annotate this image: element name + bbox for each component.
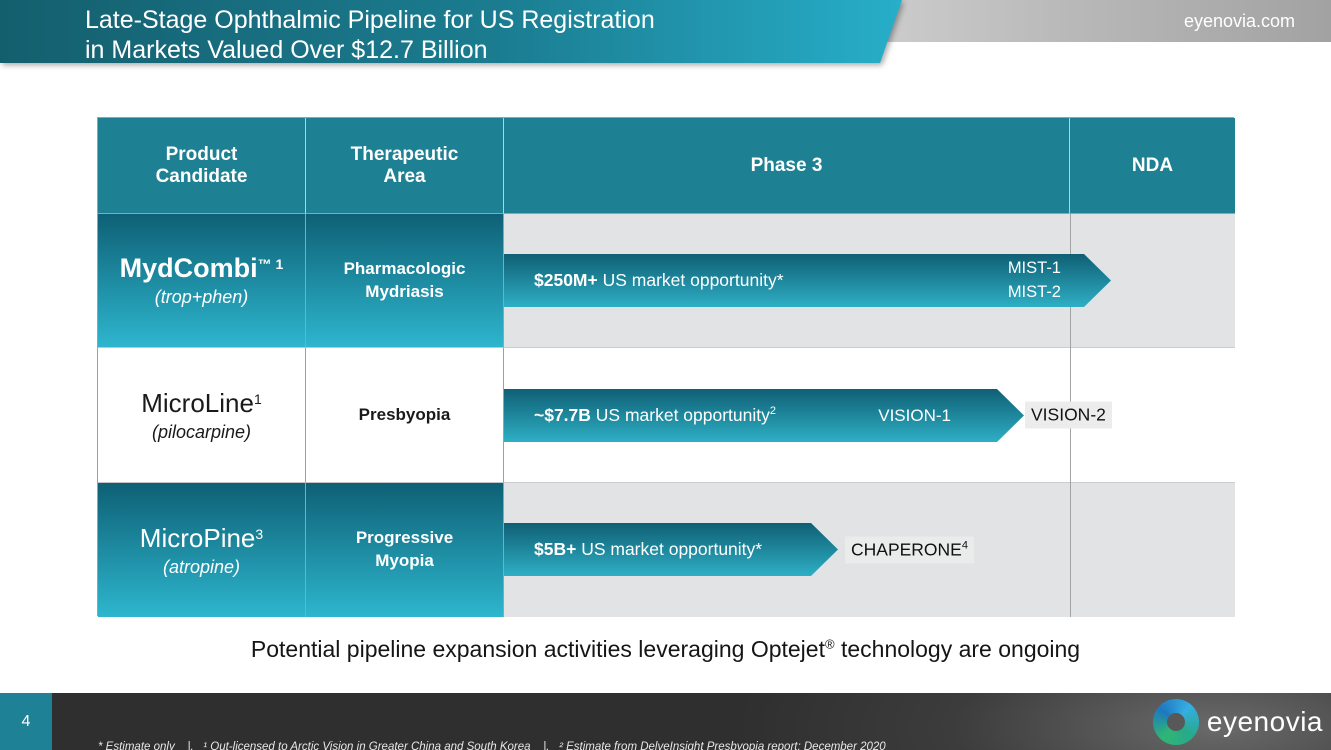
page-number: 4: [21, 712, 31, 730]
column-header-therapeutic-area: Therapeutic Area: [306, 118, 504, 214]
eyenovia-logo: eyenovia: [1152, 698, 1323, 745]
therapeutic-area-cell-microline: Presbyopia: [306, 348, 504, 483]
eyenovia-swirl-icon: [1152, 698, 1199, 745]
product-cell-mydcombi: MydCombi™ 1 (trop+phen): [98, 214, 306, 348]
market-text: US market opportunity*: [576, 539, 763, 559]
trial-milestones: VISION-1: [878, 404, 951, 428]
eyenovia-logo-text: eyenovia: [1206, 705, 1323, 737]
trial-milestone-superscript: 4: [961, 539, 968, 552]
product-name-superscript: ™ 1: [257, 256, 284, 273]
tagline: Potential pipeline expansion activities …: [0, 636, 1331, 663]
page-number-badge: 4: [0, 693, 52, 750]
trial-milestone-text: VISION-2: [1031, 404, 1106, 425]
market-value: $250M+: [534, 270, 598, 290]
therapeutic-area-label: Presbyopia: [358, 404, 451, 424]
product-name-superscript: 1: [253, 390, 262, 407]
column-header-label: Phase 3: [750, 154, 823, 176]
product-name-text: MicroLine: [141, 387, 254, 418]
market-text: US market opportunity: [590, 405, 770, 425]
phase-cell-mydcombi: $250M+ US market opportunity* MIST-1 MIS…: [504, 214, 1235, 348]
product-name: MicroLine1: [141, 388, 262, 419]
market-value: ~$7.7B: [534, 405, 591, 425]
phase-cell-microline: ~$7.7B US market opportunity2 VISION-1 V…: [504, 348, 1235, 483]
footnotes: * Estimate only |. ¹ Out-licensed to Arc…: [98, 703, 1000, 750]
slide-title-line2: in Markets Valued Over $12.7 Billion: [85, 35, 488, 64]
column-header-label: Therapeutic Area: [350, 143, 459, 187]
slide-title-line1: Late-Stage Ophthalmic Pipeline for US Re…: [85, 6, 655, 34]
phase-cell-micropine: $5B+ US market opportunity* CHAPERONE4: [504, 483, 1235, 617]
slide-title: Late-Stage Ophthalmic Pipeline for US Re…: [0, 0, 902, 65]
therapeutic-area-label: Progressive Myopia: [355, 528, 454, 570]
column-header-nda: NDA: [1070, 118, 1235, 214]
eyenovia-swirl-hole: [1166, 712, 1185, 731]
trial-milestones: MIST-1 MIST-2: [1008, 257, 1061, 303]
footer: 4 * Estimate only |. ¹ Out-licensed to A…: [0, 693, 1331, 750]
trial-milestone: MIST-2: [1007, 282, 1061, 301]
market-opportunity: $5B+ US market opportunity*: [534, 539, 762, 560]
product-name-text: MydCombi: [119, 253, 258, 283]
market-value: $5B+: [534, 539, 577, 559]
market-text: US market opportunity*: [597, 270, 784, 290]
product-cell-micropine: MicroPine3 (atropine): [98, 483, 306, 617]
product-compound: (trop+phen): [154, 287, 249, 307]
product-name: MydCombi™ 1: [120, 253, 284, 284]
pipeline-arrow-microline: ~$7.7B US market opportunity2 VISION-1: [504, 389, 1024, 442]
trial-milestone: VISION-1: [878, 405, 951, 425]
product-compound: (pilocarpine): [151, 421, 252, 442]
trial-milestone-outside: VISION-2: [1025, 401, 1112, 429]
pipeline-table: Product Candidate Therapeutic Area Phase…: [97, 117, 1235, 617]
column-header-label: NDA: [1131, 154, 1174, 176]
column-header-phase-3: Phase 3: [504, 118, 1070, 214]
pipeline-arrow-micropine: $5B+ US market opportunity*: [504, 523, 838, 576]
trial-milestone: MIST-1: [1007, 259, 1061, 278]
column-header-product-candidate: Product Candidate: [98, 118, 306, 214]
title-banner: Late-Stage Ophthalmic Pipeline for US Re…: [0, 0, 902, 63]
pipeline-arrow-mydcombi: $250M+ US market opportunity* MIST-1 MIS…: [504, 254, 1111, 307]
footer-bar: * Estimate only |. ¹ Out-licensed to Arc…: [52, 693, 1331, 750]
website-link[interactable]: eyenovia.com: [1183, 11, 1295, 31]
footnote-line-1: * Estimate only |. ¹ Out-licensed to Arc…: [98, 740, 886, 750]
therapeutic-area-label: Pharmacologic Mydriasis: [343, 258, 466, 301]
product-name-superscript: 3: [255, 525, 264, 542]
registered-mark: ®: [824, 636, 835, 652]
product-compound: (atropine): [162, 556, 241, 577]
therapeutic-area-cell-micropine: Progressive Myopia: [306, 483, 504, 617]
trial-milestone-text: CHAPERONE: [851, 539, 962, 560]
tagline-post: technology are ongoing: [834, 636, 1081, 662]
market-superscript: 2: [769, 405, 777, 418]
product-cell-microline: MicroLine1 (pilocarpine): [98, 348, 306, 483]
product-name-text: MicroPine: [139, 522, 256, 553]
column-header-label: Product Candidate: [155, 143, 248, 187]
product-name: MicroPine3: [140, 523, 263, 554]
market-opportunity: ~$7.7B US market opportunity2: [534, 405, 776, 426]
trial-milestone-outside: CHAPERONE4: [845, 536, 974, 564]
title-banner-shape: Late-Stage Ophthalmic Pipeline for US Re…: [0, 0, 902, 63]
market-opportunity: $250M+ US market opportunity*: [534, 270, 784, 291]
therapeutic-area-cell-mydcombi: Pharmacologic Mydriasis: [306, 214, 504, 348]
tagline-pre: Potential pipeline expansion activities …: [250, 636, 825, 662]
